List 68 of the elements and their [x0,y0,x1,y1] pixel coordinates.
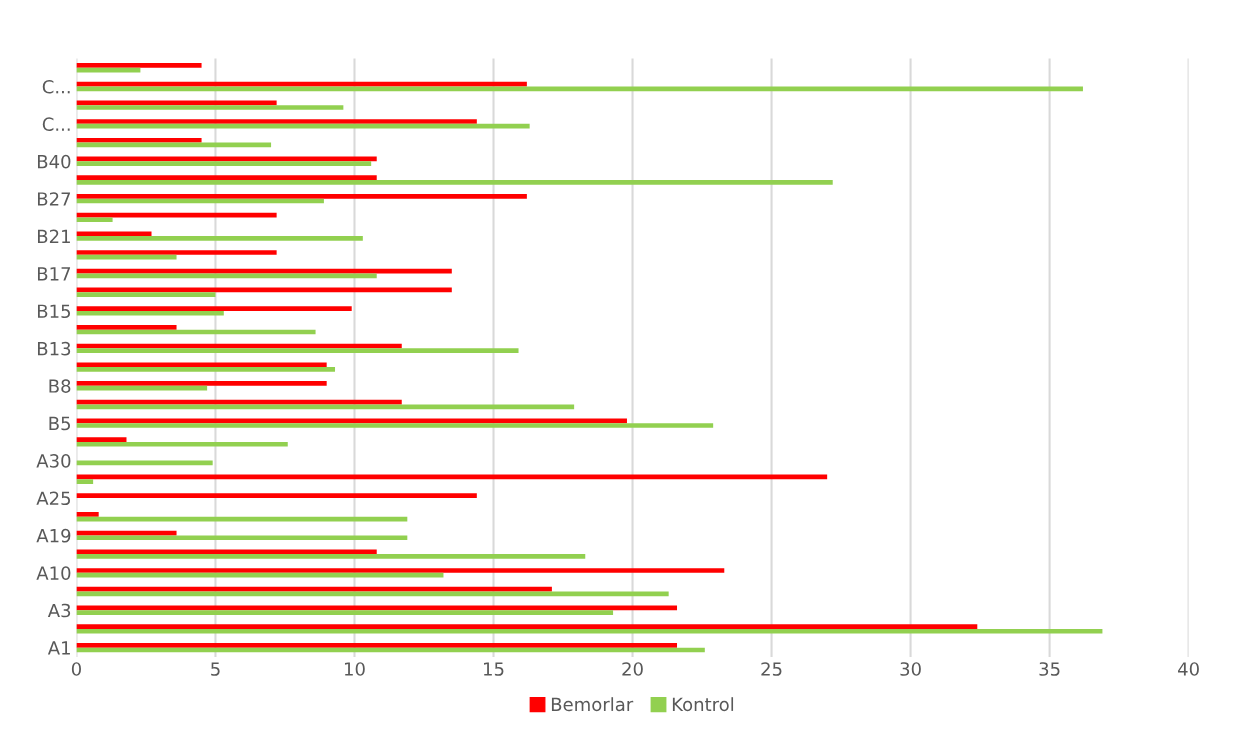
bar [76,554,586,559]
bar [76,568,725,573]
bar [76,367,336,372]
bar [76,105,344,110]
y-tick-label: A3 [47,603,71,618]
bar [76,348,519,354]
bar [76,441,288,447]
bar [76,236,363,241]
bar [76,362,327,368]
bar [76,423,714,428]
x-tick-label: 5 [211,662,220,676]
x-tick-label: 10 [344,662,365,676]
bar [76,628,1103,634]
bar [76,194,527,199]
y-tick-label: B40 [37,154,71,169]
bar [76,479,94,484]
legend-label: Kontrol [672,697,734,712]
y-tick-label: B17 [37,267,71,281]
bar [76,217,113,223]
x-tick-label: 30 [900,662,921,676]
bar [76,586,552,592]
bar [76,535,408,541]
x-tick-label: 0 [71,662,81,676]
bar [76,381,327,386]
x-tick-label: 20 [622,662,643,676]
y-tick-label: A10 [36,566,71,580]
bar [76,310,224,316]
bar [76,137,202,143]
y-tick-label: B8 [49,379,71,393]
bar [76,512,99,517]
y-tick-label: A1 [47,641,70,655]
bar [76,306,352,311]
bar [76,404,575,410]
bar [76,437,127,442]
bar [76,250,277,255]
y-tick-label: B5 [49,416,71,431]
bar [76,161,372,166]
y-tick-label: A30 [36,454,71,468]
y-tick-label: B27 [37,192,71,206]
x-tick-label: 35 [1039,662,1060,676]
y-tick-label: A19 [36,528,71,543]
y-tick-label: C... [42,79,70,94]
bar [76,610,614,615]
bar [76,493,477,498]
x-tick-label: 25 [761,662,782,676]
y-tick-label: A25 [36,491,71,506]
bar [76,119,477,124]
bar [76,642,678,648]
bar [76,418,627,424]
bar [76,100,277,106]
bar [76,624,978,629]
y-tick-label: C... [42,117,70,131]
legend-label: Bemorlar [551,697,634,712]
bar [76,123,530,129]
x-tick-label: 15 [484,662,504,676]
bar [76,175,377,180]
bar [76,63,202,68]
bar [76,179,833,185]
bar [76,549,377,555]
y-tick-label: B13 [37,341,71,356]
bar [76,324,177,330]
bar [76,292,216,297]
bar [76,268,452,274]
y-tick-label: B15 [37,304,71,319]
bar [76,86,1083,92]
y-tick-label: B21 [37,229,70,243]
x-tick-label: 40 [1178,662,1199,676]
bar [76,231,152,237]
